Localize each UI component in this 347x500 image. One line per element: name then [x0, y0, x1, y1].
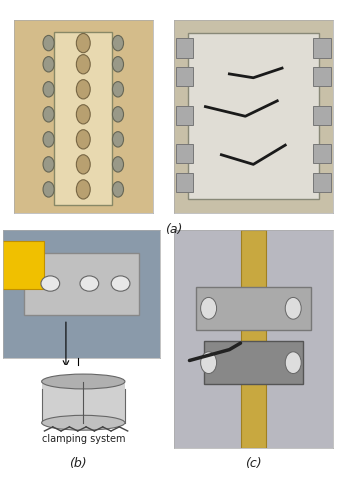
Circle shape [76, 54, 90, 74]
FancyBboxPatch shape [188, 34, 319, 199]
Circle shape [112, 82, 124, 97]
Circle shape [112, 36, 124, 51]
Circle shape [76, 130, 90, 149]
Text: (c): (c) [245, 458, 262, 470]
Circle shape [76, 180, 90, 199]
Circle shape [43, 82, 54, 97]
Text: (b): (b) [69, 458, 87, 470]
Text: (a): (a) [165, 222, 182, 235]
Circle shape [76, 155, 90, 174]
FancyBboxPatch shape [24, 253, 139, 316]
FancyBboxPatch shape [42, 380, 125, 423]
FancyBboxPatch shape [313, 144, 331, 164]
Circle shape [76, 34, 90, 52]
Circle shape [43, 156, 54, 172]
FancyBboxPatch shape [240, 230, 266, 448]
FancyBboxPatch shape [176, 38, 193, 58]
Circle shape [112, 56, 124, 72]
Circle shape [76, 80, 90, 99]
Circle shape [43, 36, 54, 51]
FancyBboxPatch shape [313, 106, 331, 125]
Circle shape [112, 132, 124, 147]
Circle shape [43, 106, 54, 122]
Circle shape [41, 276, 60, 291]
FancyBboxPatch shape [2, 242, 44, 288]
Circle shape [112, 106, 124, 122]
Ellipse shape [42, 374, 125, 389]
FancyBboxPatch shape [176, 144, 193, 164]
Circle shape [285, 298, 301, 319]
Circle shape [80, 276, 99, 291]
FancyBboxPatch shape [176, 173, 193, 193]
FancyBboxPatch shape [204, 341, 303, 384]
FancyBboxPatch shape [313, 173, 331, 193]
Circle shape [43, 132, 54, 147]
Circle shape [201, 352, 217, 374]
Circle shape [112, 156, 124, 172]
Circle shape [201, 298, 217, 319]
Circle shape [43, 182, 54, 197]
Circle shape [111, 276, 130, 291]
Ellipse shape [42, 416, 125, 430]
FancyBboxPatch shape [176, 106, 193, 125]
Circle shape [76, 104, 90, 124]
Circle shape [285, 352, 301, 374]
FancyBboxPatch shape [313, 38, 331, 58]
Circle shape [43, 56, 54, 72]
Text: clamping system: clamping system [42, 434, 125, 444]
FancyBboxPatch shape [196, 286, 311, 330]
Circle shape [112, 182, 124, 197]
FancyBboxPatch shape [176, 67, 193, 86]
FancyBboxPatch shape [54, 32, 112, 205]
FancyBboxPatch shape [313, 67, 331, 86]
